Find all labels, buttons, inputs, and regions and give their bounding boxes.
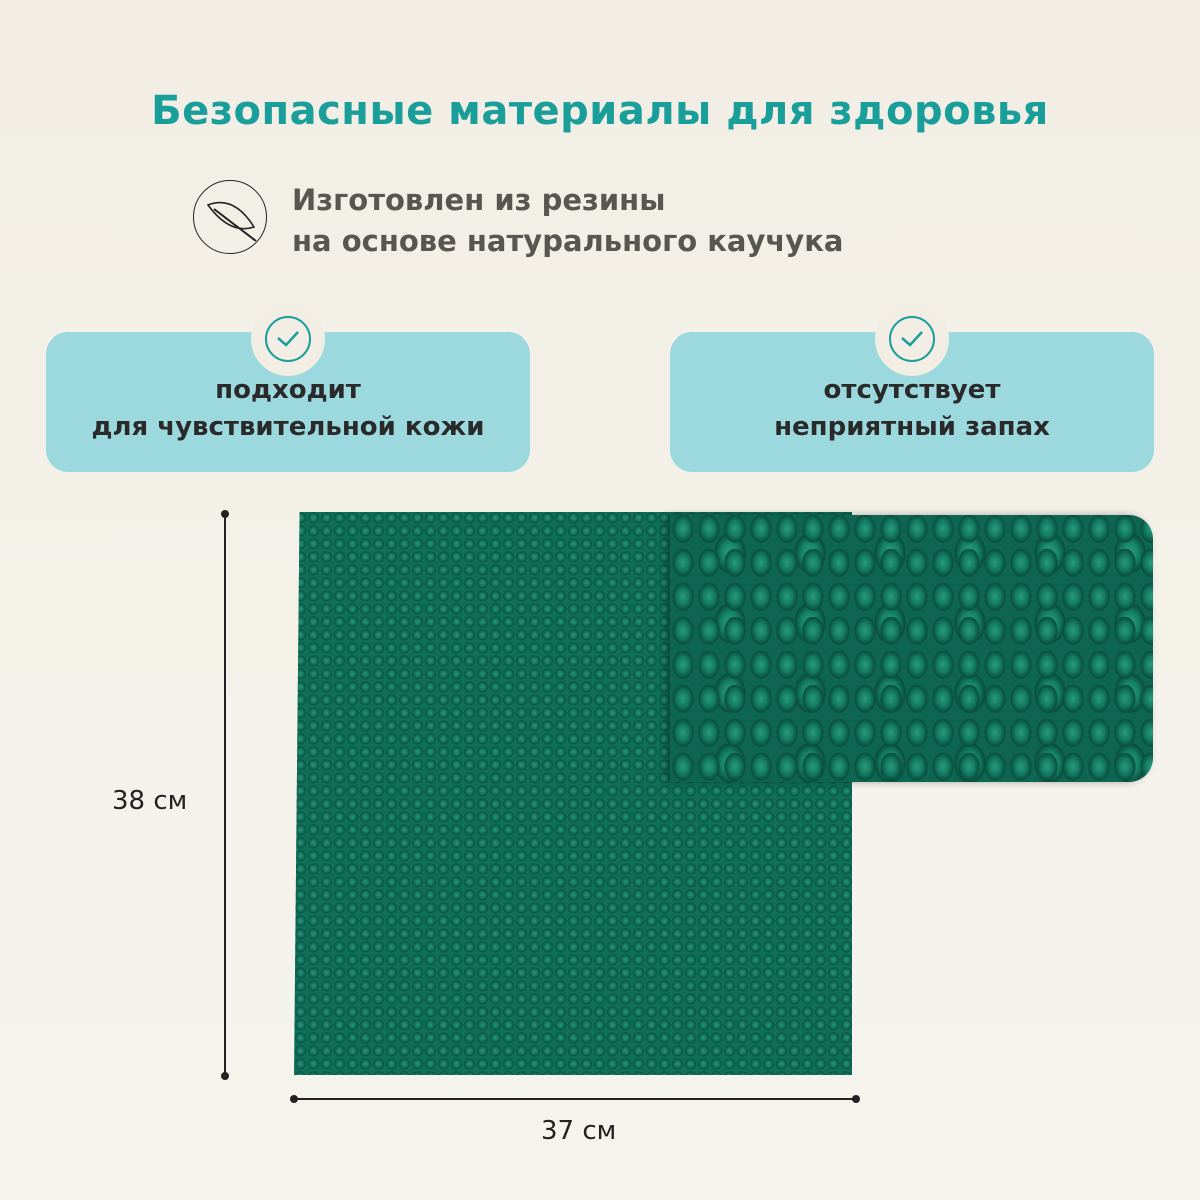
height-label: 38 см: [112, 786, 188, 816]
width-dimension-line: [294, 1098, 856, 1100]
width-label: 37 см: [541, 1116, 617, 1146]
dimension-endpoint: [221, 510, 229, 518]
feature-line-2: неприятный запах: [774, 412, 1050, 442]
material-text: Изготовлен из резины на основе натуральн…: [292, 180, 843, 262]
page-title: Безопасные материалы для здоровья: [151, 88, 1049, 134]
leaf-icon: [193, 180, 267, 254]
feature-line-1: отсутствует: [823, 375, 1001, 405]
feature-card-sensitive-skin: подходит для чувствительной кожи: [46, 302, 530, 472]
material-line-1: Изготовлен из резины: [292, 183, 666, 217]
check-circle-icon: [265, 316, 311, 362]
check-circle-icon: [889, 316, 935, 362]
feature-line-2: для чувствительной кожи: [91, 412, 485, 442]
feature-card-no-odor: отсутствует неприятный запах: [670, 302, 1154, 472]
dimension-endpoint: [221, 1072, 229, 1080]
mat-closeup-image: [670, 515, 1153, 782]
material-line-2: на основе натурального каучука: [292, 224, 844, 258]
height-dimension-line: [224, 514, 226, 1076]
feature-line-1: подходит: [215, 375, 361, 405]
dimension-endpoint: [290, 1095, 298, 1103]
dimension-endpoint: [852, 1095, 860, 1103]
